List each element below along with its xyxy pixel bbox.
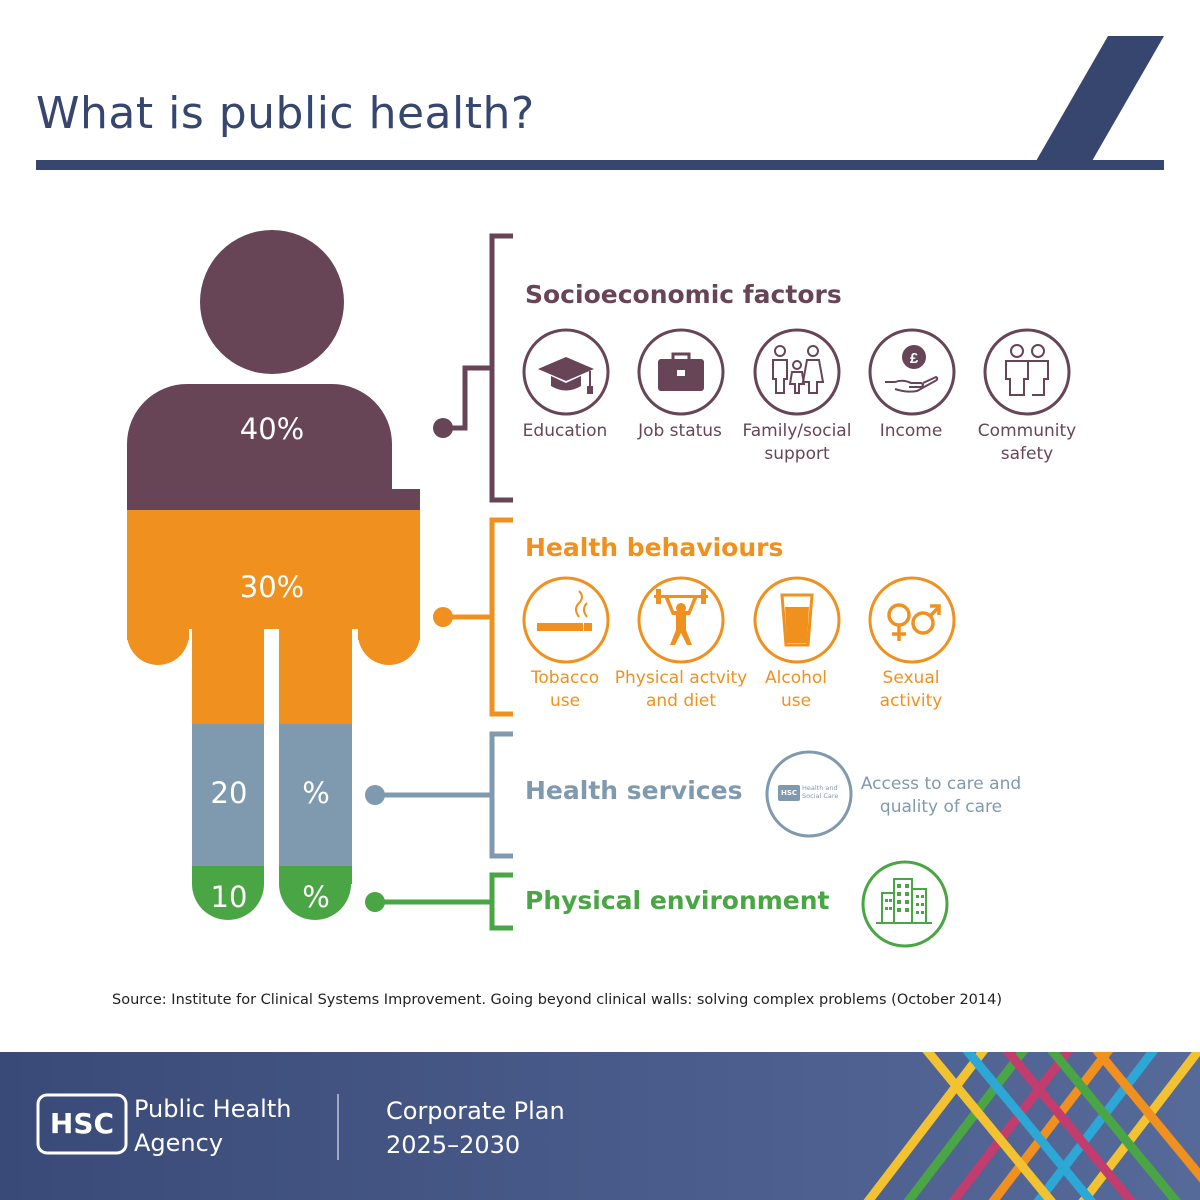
percent-socioeconomic: 40% bbox=[239, 412, 305, 446]
label-education: Education bbox=[522, 421, 608, 441]
label-community-safety: Community safety bbox=[977, 421, 1077, 464]
label-income: Income bbox=[879, 421, 943, 441]
bracket-behaviours bbox=[445, 517, 513, 717]
label-alcohol-use: Alcohol use bbox=[765, 668, 827, 711]
footer-logo-abbr: HSC bbox=[49, 1107, 115, 1140]
bracket-environment bbox=[375, 872, 513, 931]
family-icon bbox=[753, 328, 841, 416]
briefcase-icon bbox=[637, 328, 725, 416]
hsc-footer-logo bbox=[36, 1093, 128, 1155]
percent-environment-number: 10 bbox=[210, 880, 248, 914]
header-rule-decoration bbox=[36, 36, 1164, 170]
percent-behaviours: 30% bbox=[239, 570, 305, 604]
pint-glass-icon bbox=[753, 576, 841, 664]
label-job-status: Job status bbox=[638, 421, 722, 441]
label-physical-activity: Physical actvity and diet bbox=[614, 668, 748, 711]
bracket-socioeconomic bbox=[445, 233, 513, 503]
footer-plan-title: Corporate Plan 2025–2030 bbox=[386, 1097, 565, 1159]
bracket-services bbox=[375, 731, 513, 859]
heading-behaviours: Health behaviours bbox=[525, 533, 784, 562]
graduation-cap-icon bbox=[522, 328, 610, 416]
footer-band: HSC Public Health Agency Corporate Plan … bbox=[0, 1052, 1200, 1200]
hsc-logo-abbr: HSC bbox=[780, 789, 798, 797]
hsc-logo-icon bbox=[765, 750, 853, 838]
weightlifter-icon bbox=[637, 576, 725, 664]
services-description: Access to care and quality of care bbox=[860, 774, 1022, 817]
label-tobacco-use: Tobacco use bbox=[530, 668, 600, 711]
heading-socioeconomic: Socioeconomic factors bbox=[525, 280, 842, 309]
heading-services: Health services bbox=[525, 776, 743, 805]
source-citation: Source: Institute for Clinical Systems I… bbox=[112, 992, 1003, 1008]
percent-services-symbol: % bbox=[302, 776, 330, 810]
cigarette-icon bbox=[522, 576, 610, 664]
community-people-icon bbox=[983, 328, 1071, 416]
page-title: What is public health? bbox=[36, 88, 535, 139]
percent-environment-symbol: % bbox=[302, 880, 330, 914]
footer-divider bbox=[337, 1094, 339, 1160]
buildings-icon bbox=[861, 860, 949, 948]
income-hand-pound-icon: £ bbox=[868, 328, 956, 416]
percent-services-number: 20 bbox=[210, 776, 248, 810]
heading-environment: Physical environment bbox=[525, 886, 830, 915]
gender-symbols-icon bbox=[868, 576, 956, 664]
bracket-connectors bbox=[365, 233, 513, 931]
decorative-stripes bbox=[863, 1052, 1200, 1200]
hsc-logo-name: Health and Social Care bbox=[802, 784, 839, 800]
label-family-social-support: Family/social support bbox=[742, 421, 852, 464]
label-sexual-activity: Sexual activity bbox=[879, 668, 943, 711]
footer-agency-name: Public Health Agency bbox=[134, 1095, 292, 1157]
svg-text:£: £ bbox=[910, 350, 919, 367]
